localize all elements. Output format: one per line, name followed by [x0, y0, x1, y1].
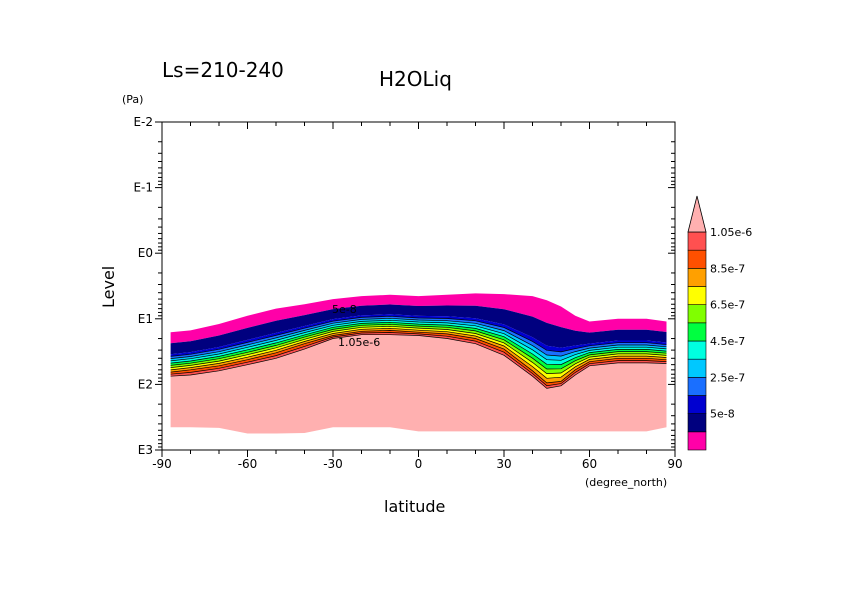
contour-line-12: [170, 334, 667, 389]
colorbar-label: 2.5e-7: [710, 371, 745, 384]
x-tick-label: 0: [415, 457, 423, 471]
x-axis: -90 -60 -30 0 30 60 90: [152, 122, 683, 471]
contour-band-6: [170, 320, 667, 365]
contour-band-1: [170, 293, 667, 344]
x-tick-label: 90: [667, 457, 682, 471]
contour-line-8: [170, 325, 667, 374]
x-tick-label: -90: [152, 457, 172, 471]
x-tick-label: 30: [496, 457, 511, 471]
y-tick-label: E2: [138, 377, 153, 391]
contour-line-3: [170, 315, 667, 357]
y-units-label: (Pa): [122, 93, 143, 106]
contour-line-4: [170, 317, 667, 359]
contour-line-11: [170, 332, 667, 387]
contour-labels: 5e-8 1.05e-6: [332, 303, 380, 349]
y-tick-label: E1: [138, 312, 153, 326]
contour-line-6: [170, 321, 667, 365]
contour-line-5: [170, 319, 667, 362]
x-tick-label: -30: [323, 457, 343, 471]
x-units-label: (degree_north): [585, 476, 667, 489]
contour-line-10: [170, 330, 667, 384]
y-axis: E-2 E-1 E0 E1 E2 E3: [133, 115, 675, 457]
y-tick-label: E0: [138, 246, 153, 260]
contour-label-min: 5e-8: [332, 303, 357, 316]
colorbar-swatch: [687, 431, 707, 451]
colorbar-swatch: [687, 304, 707, 324]
x-tick-label: -60: [238, 457, 258, 471]
contour-line-9: [170, 327, 667, 379]
colorbar-swatch: [687, 395, 707, 414]
colorbar-swatch: [687, 249, 707, 269]
colorbar-swatch: [687, 340, 707, 360]
x-axis-label: latitude: [384, 497, 445, 516]
colorbar-label: 8.5e-7: [710, 262, 745, 275]
contour-line-7: [170, 323, 667, 370]
chart-title: H2OLiq: [379, 67, 452, 91]
saturated-region: [170, 334, 667, 434]
colorbar-swatch: [687, 286, 707, 305]
y-tick-label: E-2: [133, 115, 153, 129]
colorbar-swatch: [687, 377, 707, 396]
colorbar: 1.05e-6 8.5e-7 6.5e-7 4.5e-7 2.5e-7 5e-8: [687, 195, 752, 451]
colorbar-swatch: [687, 268, 707, 287]
colorbar-swatch: [687, 322, 707, 342]
colorbar-swatch: [687, 358, 707, 378]
y-axis-label: Level: [99, 266, 118, 308]
colorbar-swatch: [687, 413, 707, 433]
contour-band-7: [170, 322, 667, 369]
contour-field: [170, 293, 667, 434]
colorbar-label: 4.5e-7: [710, 335, 745, 348]
x-tick-label: 60: [582, 457, 597, 471]
y-tick-label: E-1: [133, 181, 153, 195]
chart-title-left: Ls=210-240: [162, 58, 284, 82]
y-tick-label: E3: [138, 443, 153, 457]
contour-band-3: [170, 314, 667, 357]
colorbar-label: 5e-8: [710, 408, 735, 421]
colorbar-extend-arrow: [687, 195, 707, 233]
contour-label-max: 1.05e-6: [338, 336, 380, 349]
colorbar-label: 1.05e-6: [710, 226, 752, 239]
contour-band-2: [170, 304, 667, 355]
colorbar-swatch: [687, 231, 707, 251]
colorbar-label: 6.5e-7: [710, 299, 745, 312]
